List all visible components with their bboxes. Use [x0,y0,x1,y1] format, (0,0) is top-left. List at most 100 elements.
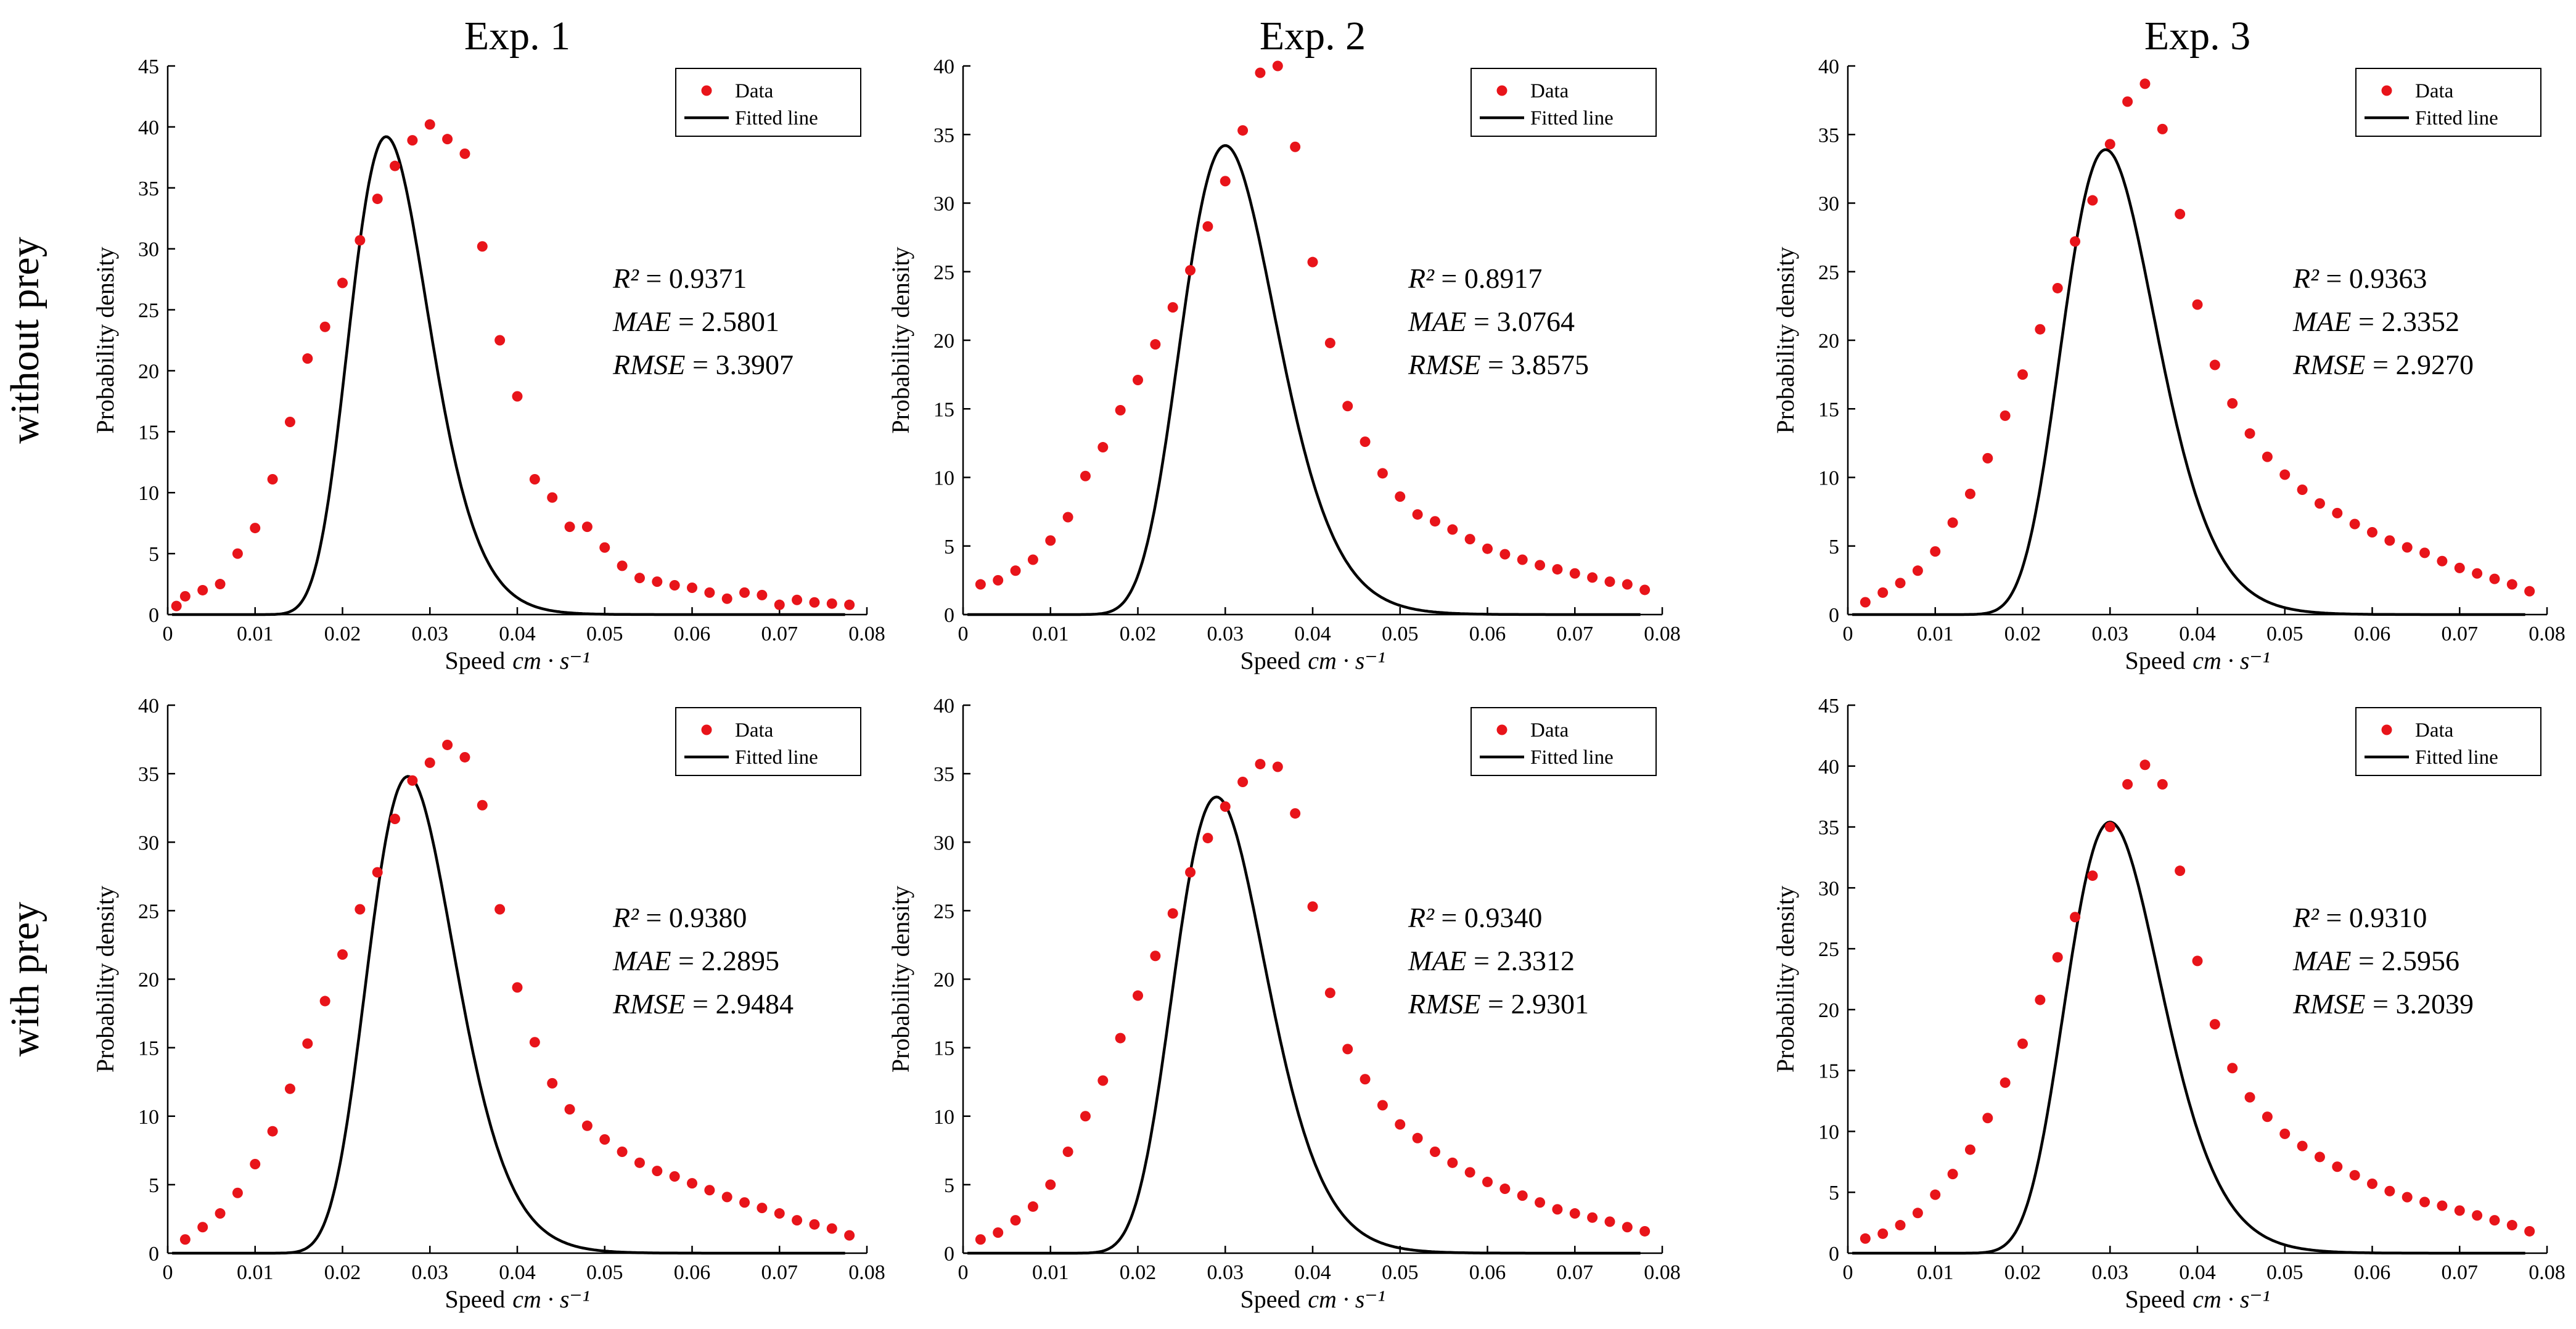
data-point [1622,579,1633,590]
data-point [1377,468,1388,479]
y-tick-label: 15 [933,1037,954,1060]
y-tick-label: 45 [1818,695,1839,718]
data-point [2454,1205,2465,1216]
data-point [1360,1074,1371,1085]
x-axis-label-prefix: Speed [445,647,505,674]
stat-equals: = [639,902,669,933]
data-point [1167,908,1178,919]
stat-mae: MAE = 2.5801 [612,306,779,337]
x-tick-label: 0 [1843,623,1853,645]
stat-r2: R² = 0.9340 [1408,902,1542,933]
data-point [2454,562,2465,573]
data-point [2122,779,2133,790]
data-point [1027,554,1038,565]
y-tick-label: 40 [933,695,954,718]
y-tick-label: 25 [138,300,159,322]
legend-line-label: Fitted line [735,746,818,769]
data-point [704,1185,715,1196]
data-point [197,1222,208,1233]
stat-equals: = [686,349,716,380]
stat-rmse-value: 3.8575 [1511,349,1589,380]
stat-rmse: RMSE = 2.9484 [612,988,794,1020]
data-point [1604,576,1615,587]
x-tick-label: 0.07 [1557,1261,1594,1284]
data-point [809,1219,820,1230]
data-point [2175,865,2186,877]
y-tick-label: 10 [1818,467,1839,490]
data-point [1895,1220,1906,1231]
y-tick-label: 45 [138,55,159,78]
chart-panel: 0 0.01 0.02 0.03 0.04 0.05 0.06 0.07 0.08 0 5 10 15 2… [887,695,1681,1313]
data-point [652,576,663,587]
y-tick-label: 10 [933,467,954,490]
data-point [704,587,715,598]
data-point [407,775,418,786]
y-tick-label: 15 [1818,398,1839,421]
stat-rmse-label: RMSE [1408,349,1481,380]
legend-box [2355,707,2541,776]
stat-equals: = [2366,349,2396,380]
data-point [2437,1200,2448,1211]
stat-r2: R² = 0.8917 [1408,263,1542,294]
data-point [581,1120,593,1131]
legend-data-label: Data [1530,719,1569,742]
data-point [512,982,523,993]
x-axis-label: Speed cm · s⁻¹ [2125,647,2270,674]
stat-equals: = [2319,263,2349,294]
data-point [179,591,191,602]
y-tick-label: 25 [933,900,954,923]
x-axis-label-unit: cm · s⁻¹ [512,1285,589,1313]
legend-box [675,707,861,776]
data-point [2524,1225,2535,1237]
data-point [494,335,506,346]
panels-layer: Exp. 1 Exp. 2 Exp. 3 without prey with prey 0… [2,14,2566,1313]
data-point [2035,324,2046,335]
data-point [1395,1119,1406,1130]
data-point [1290,141,1301,152]
x-axis-label-unit: cm · s⁻¹ [1308,647,1385,674]
data-point [1255,67,1266,78]
data-point [1877,587,1889,598]
data-point [1482,1176,1493,1187]
data-point [1860,1233,1871,1244]
x-axis-label-prefix: Speed [2125,647,2185,674]
data-point [2157,779,2168,790]
data-point [1517,1190,1528,1201]
legend-data-marker [701,85,712,96]
data-point [2332,1161,2343,1172]
y-axis-label: Probability density [1771,247,1799,433]
data-point [1860,597,1871,608]
x-tick-label: 0.04 [1294,623,1331,645]
y-tick-label: 5 [944,1174,954,1197]
x-tick-label: 0.02 [324,1261,361,1284]
data-point [1290,808,1301,819]
fitted-line [1852,820,2525,1255]
data-point [1324,988,1335,999]
data-point [1639,1225,1651,1237]
fitted-line [172,775,845,1255]
y-tick-label: 20 [1818,999,1839,1022]
data-point [1237,776,1249,787]
data-point [459,148,470,159]
y-tick-label: 10 [1818,1121,1839,1143]
y-tick-label: 5 [944,536,954,558]
stat-rmse: RMSE = 2.9270 [2292,349,2474,380]
stat-rmse-label: RMSE [612,988,686,1020]
legend-data-marker [2381,724,2392,735]
data-point [2437,555,2448,566]
data-point [442,739,453,750]
data-point [390,160,401,171]
x-tick-label: 0.04 [2179,1261,2216,1284]
y-tick-label: 20 [1818,330,1839,353]
data-point [1964,1144,1975,1155]
y-tick-label: 10 [138,1106,159,1129]
data-point [1499,549,1511,560]
data-point [564,521,575,533]
stat-equals: = [671,306,702,337]
data-point [2104,822,2115,833]
data-point [1324,337,1335,348]
data-point [424,119,435,130]
stat-rmse-value: 3.2039 [2395,988,2474,1020]
chart-panel: 0 0.01 0.02 0.03 0.04 0.05 0.06 0.07 0.08 0 5 10 15 2… [1771,695,2566,1313]
